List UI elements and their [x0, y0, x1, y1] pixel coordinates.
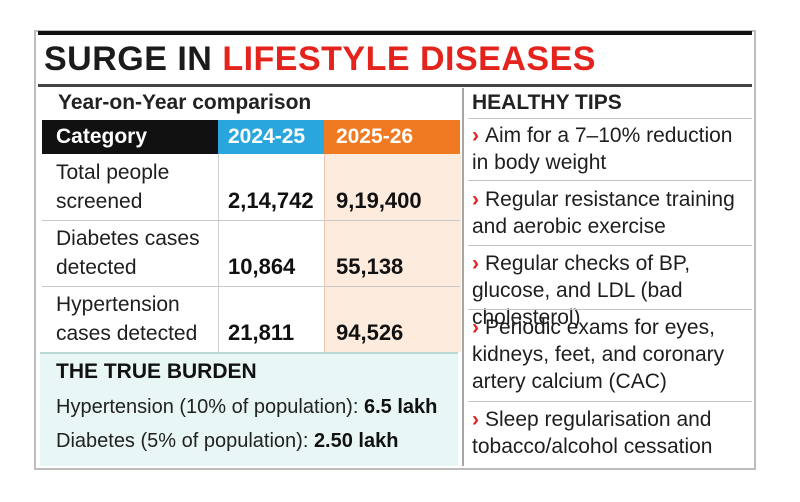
tip-divider	[468, 401, 752, 402]
row-divider	[42, 286, 460, 287]
top-bar	[38, 31, 752, 35]
burden-label: Diabetes (5% of population):	[56, 430, 314, 452]
title-dark-part: SURGE IN	[44, 40, 223, 78]
header-category: Category	[42, 120, 218, 154]
chevron-right-icon: ›	[472, 188, 479, 211]
tip-text: Regular resistance training and aerobic …	[472, 188, 735, 238]
row-value-2025-26: 94,526	[336, 320, 404, 345]
row-value-2025-26: 9,19,400	[336, 188, 422, 213]
chevron-right-icon: ›	[472, 124, 479, 147]
tip-divider	[468, 118, 752, 119]
burden-title: THE TRUE BURDEN	[56, 360, 257, 383]
tip-item: › Aim for a 7–10% reduction in body weigh…	[472, 122, 752, 176]
true-burden-box: THE TRUE BURDEN Hypertension (10% of pop…	[40, 352, 458, 466]
tip-text: Sleep regularisation and tobacco/alcohol…	[472, 408, 713, 458]
tip-divider	[468, 309, 752, 310]
row-value-2024-25: 21,811	[228, 320, 295, 345]
column-2024-25-bg	[218, 154, 325, 352]
tip-item: › Regular resistance training and aerobic…	[472, 186, 752, 240]
tip-text: Periodic exams for eyes, kidneys, feet, …	[472, 316, 725, 393]
chevron-right-icon: ›	[472, 408, 479, 431]
comparison-subheading: Year-on-Year comparison	[58, 91, 312, 114]
header-2025-26: 2025-26	[324, 120, 460, 154]
table-header: Category 2024-25 2025-26	[42, 120, 460, 154]
table-row: Total people screened 2,14,742 9,19,400	[42, 154, 460, 220]
burden-value: 6.5 lakh	[363, 396, 438, 418]
page-title: SURGE IN LIFESTYLE DISEASES	[44, 40, 596, 79]
comparison-table: Category 2024-25 2025-26 Total people sc…	[42, 120, 461, 352]
tip-item: › Regular checks of BP, glucose, and LDL …	[472, 250, 752, 331]
tip-divider	[468, 245, 752, 246]
title-red-part: LIFESTYLE DISEASES	[222, 40, 596, 78]
burden-value: 2.50 lakh	[313, 430, 399, 452]
row-divider	[42, 220, 460, 221]
tip-text: Regular checks of BP, glucose, and LDL (…	[472, 252, 691, 329]
header-2024-25: 2024-25	[218, 120, 324, 154]
tip-text: Aim for a 7–10% reduction in body weight	[472, 124, 733, 174]
row-value-2024-25: 2,14,742	[228, 188, 314, 213]
row-value-2025-26: 55,138	[336, 254, 404, 279]
tip-divider	[468, 180, 752, 181]
row-value-2024-25: 10,864	[228, 254, 296, 279]
table-row: Hypertension cases detected 21,811 94,52…	[42, 286, 460, 352]
section-divider	[462, 88, 464, 466]
comparison-section: Year-on-Year comparison Category 2024-25…	[38, 88, 462, 466]
column-2025-26-bg	[324, 154, 461, 352]
chevron-right-icon: ›	[472, 252, 479, 275]
chevron-right-icon: ›	[472, 316, 479, 339]
burden-hypertension: Hypertension (10% of population): 6.5 la…	[56, 396, 437, 419]
tip-item: › Periodic exams for eyes, kidneys, feet,…	[472, 314, 752, 395]
title-divider	[38, 84, 752, 87]
healthy-tips-section: HEALTHY TIPS › Aim for a 7–10% reduction …	[466, 88, 754, 466]
row-category: Hypertension cases detected	[56, 293, 198, 345]
table-row: Diabetes cases detected 10,864 55,138	[42, 220, 460, 286]
burden-label: Hypertension (10% of population):	[56, 396, 364, 418]
tips-heading: HEALTHY TIPS	[472, 91, 622, 114]
burden-diabetes: Diabetes (5% of population): 2.50 lakh	[56, 430, 398, 453]
row-category: Diabetes cases detected	[56, 227, 200, 279]
row-category: Total people screened	[56, 161, 170, 213]
tip-item: › Sleep regularisation and tobacco/alcoho…	[472, 406, 752, 460]
